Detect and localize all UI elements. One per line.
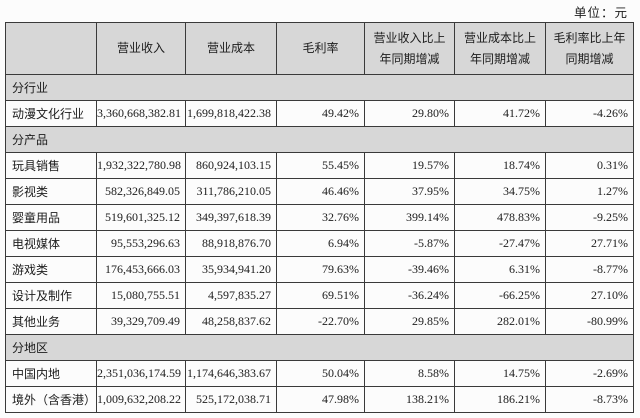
cell-value: 176,453,666.03 bbox=[96, 256, 186, 283]
cell-value: 14.75% bbox=[454, 360, 546, 387]
row-label: 中国内地 bbox=[5, 360, 97, 387]
cell-value: 29.80% bbox=[364, 100, 455, 127]
cell-value: -22.70% bbox=[276, 308, 365, 335]
table-row: 其他业务 39,329,709.49 48,258,837.62 -22.70% 29.… bbox=[5, 308, 634, 335]
column-header: 营业成本 bbox=[185, 22, 277, 75]
cell-value: 349,397,618.39 bbox=[185, 204, 277, 231]
cell-value: 18.74% bbox=[454, 152, 546, 179]
cell-value: -27.47% bbox=[454, 230, 546, 257]
column-header: 毛利率 bbox=[276, 22, 365, 75]
cell-value: 79.63% bbox=[276, 256, 365, 283]
table-row: 设计及制作 15,080,755.51 4,597,835.27 69.51% -36.… bbox=[5, 282, 634, 309]
cell-value: 27.10% bbox=[545, 282, 634, 309]
cell-value: 582,326,849.05 bbox=[96, 178, 186, 205]
cell-value: 8.58% bbox=[364, 360, 455, 387]
cell-value: 478.83% bbox=[454, 204, 546, 231]
row-label: 玩具销售 bbox=[5, 152, 97, 179]
cell-value: 1,009,632,208.22 bbox=[96, 386, 186, 413]
cell-value: 4,597,835.27 bbox=[185, 282, 277, 309]
table-row: 游戏类 176,453,666.03 35,934,941.20 79.63% -39.… bbox=[5, 256, 634, 283]
cell-value: 88,918,876.70 bbox=[185, 230, 277, 257]
cell-value: 37.95% bbox=[364, 178, 455, 205]
cell-value: -8.73% bbox=[545, 386, 634, 413]
table-row: 影视类 582,326,849.05 311,786,210.05 46.46% 37.… bbox=[5, 178, 634, 205]
unit-label: 单位：元 bbox=[573, 6, 628, 20]
table-row: 电视媒体 95,553,296.63 88,918,876.70 6.94% -5.87… bbox=[5, 230, 634, 257]
table-header-row: 营业收入 营业成本 毛利率 营业收入比上年同期增减 营业成本比上年同期增减 毛利率比上年同… bbox=[5, 22, 634, 75]
cell-value: 3,360,668,382.81 bbox=[96, 100, 186, 127]
cell-value: 0.31% bbox=[545, 152, 634, 179]
cell-value: 138.21% bbox=[364, 386, 455, 413]
cell-value: 29.85% bbox=[364, 308, 455, 335]
cell-value: 399.14% bbox=[364, 204, 455, 231]
cell-value: 47.98% bbox=[276, 386, 365, 413]
table-row: 动漫文化行业 3,360,668,382.81 1,699,818,422.38 49… bbox=[5, 100, 634, 127]
cell-value: 15,080,755.51 bbox=[96, 282, 186, 309]
cell-value: 6.94% bbox=[276, 230, 365, 257]
cell-value: 860,924,103.15 bbox=[185, 152, 277, 179]
cell-value: 311,786,210.05 bbox=[185, 178, 277, 205]
cell-value: 525,172,038.71 bbox=[185, 386, 277, 413]
cell-value: 1,932,322,780.98 bbox=[96, 152, 186, 179]
cell-value: 55.45% bbox=[276, 152, 365, 179]
row-label: 设计及制作 bbox=[5, 282, 97, 309]
cell-value: 32.76% bbox=[276, 204, 365, 231]
cell-value: 49.42% bbox=[276, 100, 365, 127]
row-label: 境外（含香港） bbox=[5, 386, 97, 413]
cell-value: -80.99% bbox=[545, 308, 634, 335]
cell-value: 34.75% bbox=[454, 178, 546, 205]
table-row: 境外（含香港） 1,009,632,208.22 525,172,038.71 47.… bbox=[5, 386, 634, 413]
cell-value: 6.31% bbox=[454, 256, 546, 283]
cell-value: 1.27% bbox=[545, 178, 634, 205]
cell-value: 50.04% bbox=[276, 360, 365, 387]
column-header: 营业收入比上年同期增减 bbox=[364, 22, 455, 75]
column-header: 营业收入 bbox=[96, 22, 186, 75]
row-label: 电视媒体 bbox=[5, 230, 97, 257]
column-header: 营业成本比上年同期增减 bbox=[454, 22, 546, 75]
cell-value: -8.77% bbox=[545, 256, 634, 283]
section-title: 分地区 bbox=[5, 334, 634, 361]
row-label: 其他业务 bbox=[5, 308, 97, 335]
cell-value: 186.21% bbox=[454, 386, 546, 413]
column-header-blank bbox=[5, 22, 97, 75]
table-body: 分行业 动漫文化行业 3,360,668,382.81 1,699,818,422.3… bbox=[5, 74, 634, 413]
cell-value: -5.87% bbox=[364, 230, 455, 257]
section-header-row: 分行业 bbox=[5, 74, 634, 101]
cell-value: 1,699,818,422.38 bbox=[185, 100, 277, 127]
cell-value: 2,351,036,174.59 bbox=[96, 360, 186, 387]
table-row: 玩具销售 1,932,322,780.98 860,924,103.15 55.45%… bbox=[5, 152, 634, 179]
cell-value: -66.25% bbox=[454, 282, 546, 309]
row-label: 游戏类 bbox=[5, 256, 97, 283]
row-label: 影视类 bbox=[5, 178, 97, 205]
row-label: 婴童用品 bbox=[5, 204, 97, 231]
column-header: 毛利率比上年同期增减 bbox=[545, 22, 634, 75]
cell-value: 35,934,941.20 bbox=[185, 256, 277, 283]
table-row: 中国内地 2,351,036,174.59 1,174,646,383.67 50.0… bbox=[5, 360, 634, 387]
section-title: 分产品 bbox=[5, 126, 634, 153]
cell-value: -9.25% bbox=[545, 204, 634, 231]
cell-value: -39.46% bbox=[364, 256, 455, 283]
table-row: 婴童用品 519,601,325.12 349,397,618.39 32.76% 39… bbox=[5, 204, 634, 231]
cell-value: -2.69% bbox=[545, 360, 634, 387]
cell-value: 282.01% bbox=[454, 308, 546, 335]
section-header-row: 分地区 bbox=[5, 334, 634, 361]
cell-value: 41.72% bbox=[454, 100, 546, 127]
cell-value: 39,329,709.49 bbox=[96, 308, 186, 335]
cell-value: -4.26% bbox=[545, 100, 634, 127]
cell-value: 48,258,837.62 bbox=[185, 308, 277, 335]
cell-value: 519,601,325.12 bbox=[96, 204, 186, 231]
cell-value: 69.51% bbox=[276, 282, 365, 309]
section-title: 分行业 bbox=[5, 74, 634, 101]
cell-value: -36.24% bbox=[364, 282, 455, 309]
cell-value: 46.46% bbox=[276, 178, 365, 205]
section-header-row: 分产品 bbox=[5, 126, 634, 153]
cell-value: 95,553,296.63 bbox=[96, 230, 186, 257]
cell-value: 19.57% bbox=[364, 152, 455, 179]
cell-value: 1,174,646,383.67 bbox=[185, 360, 277, 387]
row-label: 动漫文化行业 bbox=[5, 100, 97, 127]
segment-financials-table: 营业收入 营业成本 毛利率 营业收入比上年同期增减 营业成本比上年同期增减 毛利率比上年同… bbox=[5, 22, 634, 413]
cell-value: 27.71% bbox=[545, 230, 634, 257]
